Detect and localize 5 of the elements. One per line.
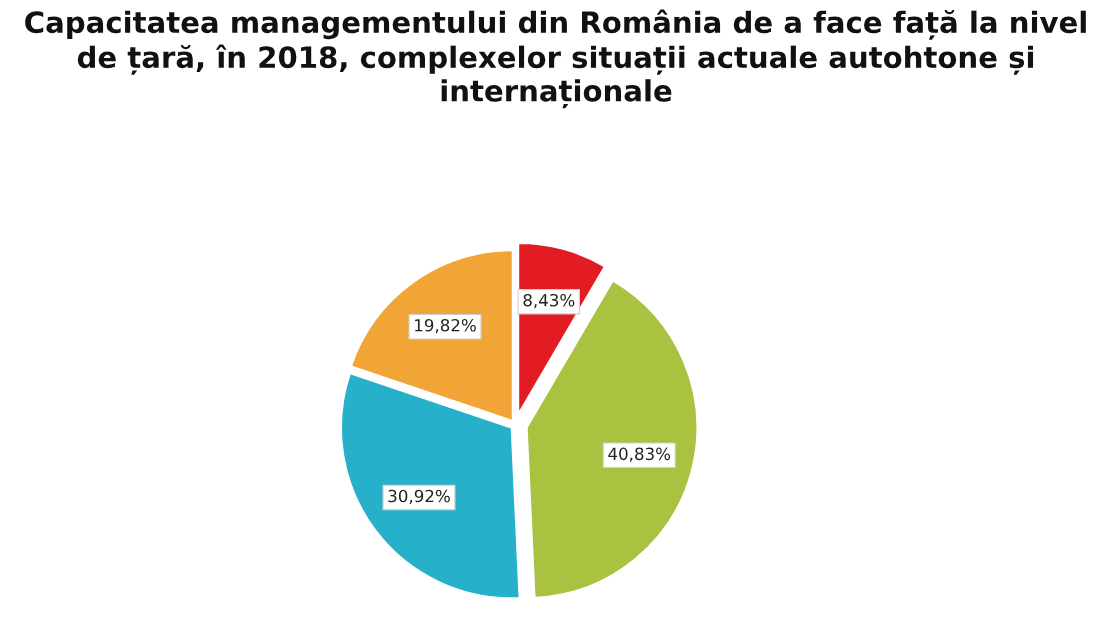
data-label: 8,43%: [523, 293, 575, 309]
data-label: 30,92%: [388, 489, 450, 504]
data-label: 19,82%: [415, 318, 476, 334]
data-label: 40,83%: [608, 447, 671, 462]
chart-title: Capacitatea managementului din România de a face față la nivel de țară, în 2018, complexelor situații actuale autohtone și internaționale: [25, 9, 1086, 109]
